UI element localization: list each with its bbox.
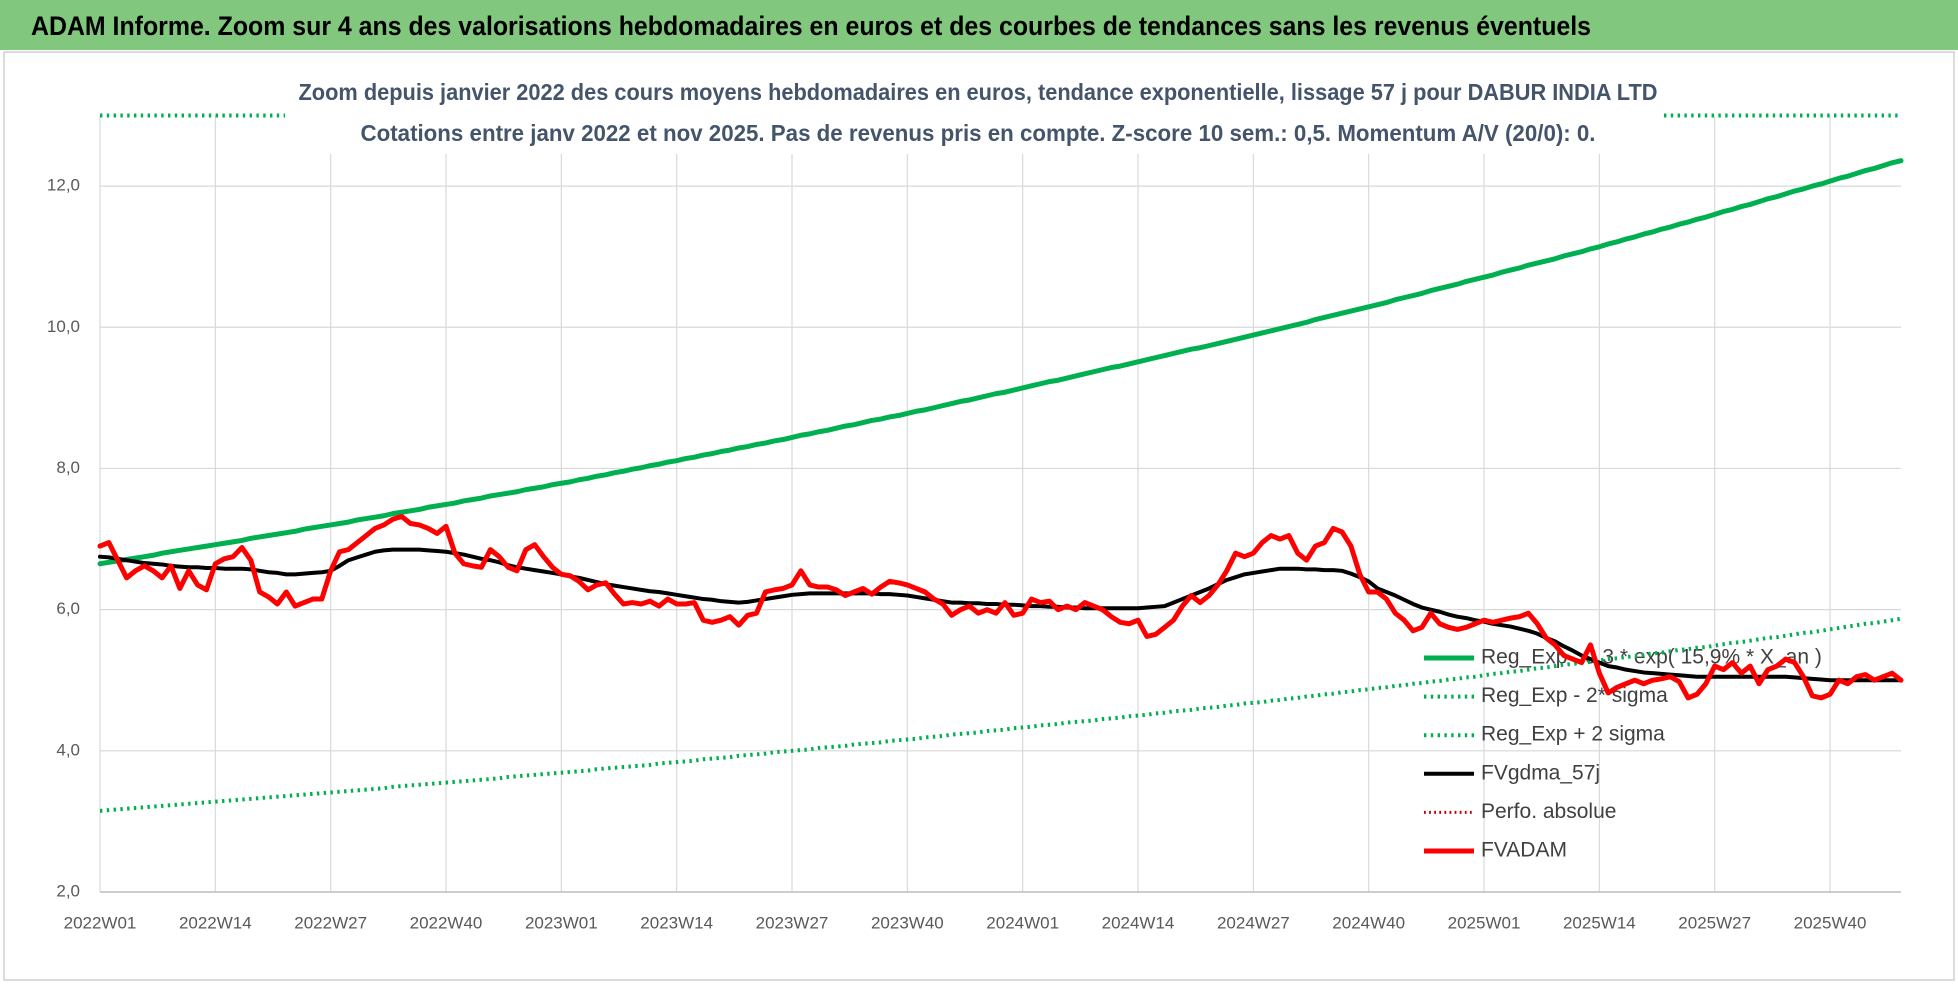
x-tick-label: 2024W40 bbox=[1332, 913, 1405, 932]
series-line bbox=[97, 158, 1904, 567]
y-tick-label: 8,0 bbox=[56, 458, 80, 477]
y-tick-label: 12,0 bbox=[47, 176, 80, 195]
grid-layer: 2,0 4,0 6,0 8,0 10,0 12,0 2022W01 2022W14 2022W2… bbox=[47, 115, 1901, 932]
chart-frame bbox=[3, 51, 1955, 981]
x-tick-label: 2025W27 bbox=[1678, 913, 1751, 932]
header-title: ADAM Informe. Zoom sur 4 ans des valoris… bbox=[31, 11, 1591, 41]
x-tick-label: 2022W27 bbox=[294, 913, 367, 932]
x-tick-label: 2023W14 bbox=[640, 913, 713, 932]
y-tick-label: 10,0 bbox=[47, 317, 80, 336]
legend: Reg_Exp : 0,3 * exp( 15,9% * X_an ) Reg_E… bbox=[1424, 646, 1822, 862]
x-tick-label: 2025W01 bbox=[1448, 913, 1521, 932]
x-tick-label: 2022W14 bbox=[179, 913, 252, 932]
legend-label: FVgdma_57j bbox=[1481, 761, 1600, 784]
chart-subtitle: Cotations entre janv 2022 et nov 2025. P… bbox=[361, 120, 1596, 146]
y-tick-label: 2,0 bbox=[56, 881, 80, 900]
series-line bbox=[99, 616, 1902, 813]
x-tick-label: 2024W14 bbox=[1102, 913, 1175, 932]
legend-label: FVADAM bbox=[1481, 839, 1567, 862]
x-tick-label: 2022W40 bbox=[410, 913, 483, 932]
x-tick-label: 2023W27 bbox=[756, 913, 829, 932]
chart-title: Zoom depuis janvier 2022 des cours moyen… bbox=[299, 79, 1658, 105]
y-tick-label: 4,0 bbox=[56, 740, 80, 759]
x-tick-label: 2024W27 bbox=[1217, 913, 1290, 932]
x-tick-label: 2023W01 bbox=[525, 913, 598, 932]
x-tick-label: 2022W01 bbox=[64, 913, 137, 932]
title-box bbox=[285, 74, 1663, 154]
x-tick-label: 2025W14 bbox=[1563, 913, 1636, 932]
legend-label: Reg_Exp - 2* sigma bbox=[1481, 684, 1668, 707]
title-layer: Zoom depuis janvier 2022 des cours moyen… bbox=[285, 74, 1663, 154]
legend-label: Perfo. absolue bbox=[1481, 800, 1616, 823]
x-tick-label: 2024W01 bbox=[986, 913, 1059, 932]
x-tick-label: 2023W40 bbox=[871, 913, 944, 932]
header-bar bbox=[0, 0, 1958, 50]
legend-label: Reg_Exp : 0,3 * exp( 15,9% * X_an ) bbox=[1481, 646, 1822, 669]
legend-label: Reg_Exp + 2 sigma bbox=[1481, 723, 1665, 746]
y-tick-label: 6,0 bbox=[56, 599, 80, 618]
series-line bbox=[97, 513, 1904, 701]
x-tick-label: 2025W40 bbox=[1794, 913, 1867, 932]
